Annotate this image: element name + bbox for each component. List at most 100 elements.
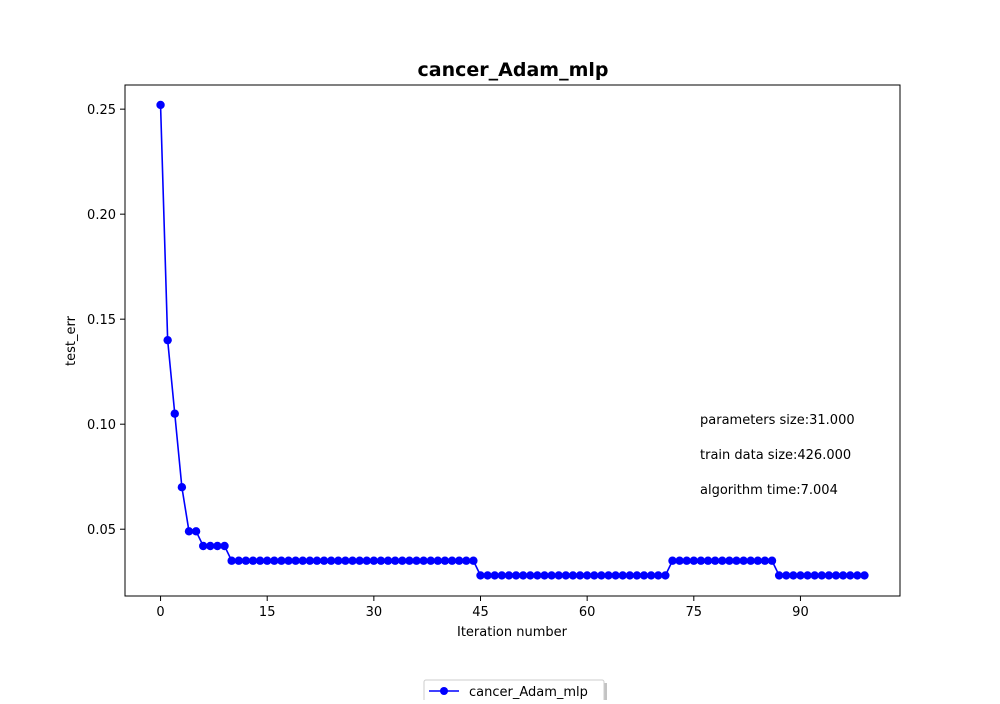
- data-point: [241, 556, 251, 565]
- data-point: [234, 556, 243, 565]
- data-point: [803, 571, 812, 580]
- x-tick-label: 30: [366, 605, 383, 620]
- data-point: [767, 556, 777, 565]
- data-point: [412, 556, 421, 565]
- annotations: parameters size:31.000 train data size:4…: [700, 413, 855, 498]
- data-point: [689, 556, 699, 565]
- data-point: [782, 571, 791, 580]
- data-point: [398, 556, 407, 565]
- x-tick-label: 60: [579, 605, 596, 620]
- data-point: [860, 571, 869, 580]
- data-point: [810, 571, 819, 580]
- data-point: [362, 556, 371, 565]
- x-axis-ticks: 0 15 30 45 60 75 90: [156, 596, 809, 620]
- y-tick-label: 0.25: [87, 103, 116, 118]
- data-point: [184, 527, 194, 536]
- data-point: [796, 571, 805, 580]
- data-point: [348, 556, 357, 565]
- data-point: [682, 556, 691, 565]
- x-tick-label: 0: [156, 605, 164, 620]
- data-point: [383, 556, 393, 565]
- data-point: [454, 556, 464, 565]
- data-point: [206, 541, 215, 551]
- data-point: [718, 556, 727, 565]
- y-axis-label: test_err: [64, 315, 79, 366]
- x-tick-label: 90: [792, 605, 809, 620]
- legend-marker-swatch: [440, 687, 448, 695]
- data-point: [213, 541, 222, 551]
- data-point: [248, 556, 258, 565]
- data-point: [227, 556, 236, 565]
- y-tick-label: 0.10: [87, 418, 116, 433]
- data-point: [163, 335, 172, 345]
- data-point: [575, 571, 585, 580]
- data-point: [824, 571, 834, 580]
- x-tick-label: 75: [686, 605, 703, 620]
- data-point: [732, 556, 741, 565]
- data-point: [419, 556, 428, 565]
- series-line: [159, 104, 865, 577]
- x-tick-label: 15: [259, 605, 276, 620]
- data-point: [632, 571, 642, 580]
- data-point: [590, 571, 599, 580]
- data-point: [298, 556, 307, 565]
- data-point: [177, 483, 187, 492]
- data-point: [326, 556, 336, 565]
- data-point: [533, 571, 542, 580]
- legend-box: [423, 679, 605, 704]
- data-point: [675, 556, 684, 565]
- data-point: [312, 556, 322, 565]
- data-point: [540, 571, 549, 580]
- data-point: [817, 571, 826, 580]
- data-point: [561, 571, 571, 580]
- data-point: [270, 556, 279, 565]
- data-point: [476, 571, 485, 580]
- data-point: [753, 556, 762, 565]
- legend: cancer_Adam_mlp: [423, 679, 607, 704]
- data-point: [725, 556, 734, 565]
- data-point: [661, 571, 670, 580]
- y-axis-ticks: 0.05 0.10 0.15 0.20 0.25: [87, 103, 125, 538]
- data-point: [504, 571, 514, 580]
- x-axis-label: Iteration number: [457, 625, 568, 640]
- data-point: [646, 571, 656, 580]
- data-point: [369, 556, 379, 565]
- data-point: [191, 527, 201, 536]
- data-point: [355, 556, 364, 565]
- annotation-parameters-size: parameters size:31.000: [700, 413, 855, 428]
- data-point: [511, 571, 521, 580]
- data-point: [440, 556, 450, 565]
- data-point: [696, 556, 706, 565]
- data-point: [568, 571, 578, 580]
- data-point: [582, 571, 592, 580]
- y-tick-label: 0.05: [87, 523, 116, 538]
- chart-title: cancer_Adam_mlp: [418, 59, 609, 81]
- data-point: [597, 571, 606, 580]
- data-point: [604, 571, 613, 580]
- annotation-train-data-size: train data size:426.000: [700, 448, 851, 463]
- data-point: [526, 571, 535, 580]
- data-point: [390, 556, 400, 565]
- data-point: [838, 571, 848, 580]
- data-point: [774, 571, 784, 580]
- data-point: [518, 571, 528, 580]
- data-point: [625, 571, 635, 580]
- data-point: [462, 556, 471, 565]
- plot-frame: [124, 84, 901, 597]
- data-point: [291, 556, 300, 565]
- data-point: [789, 571, 798, 580]
- y-tick-label: 0.15: [87, 313, 116, 328]
- series-layer: [156, 100, 869, 580]
- data-point: [554, 571, 563, 580]
- data-point: [739, 556, 748, 565]
- annotation-algorithm-time: algorithm time:7.004: [700, 483, 838, 498]
- data-point: [277, 556, 286, 565]
- data-point: [469, 556, 478, 565]
- data-point: [170, 409, 179, 418]
- data-point: [405, 556, 414, 565]
- data-point: [284, 556, 293, 565]
- data-point: [831, 571, 841, 580]
- data-point: [199, 541, 208, 551]
